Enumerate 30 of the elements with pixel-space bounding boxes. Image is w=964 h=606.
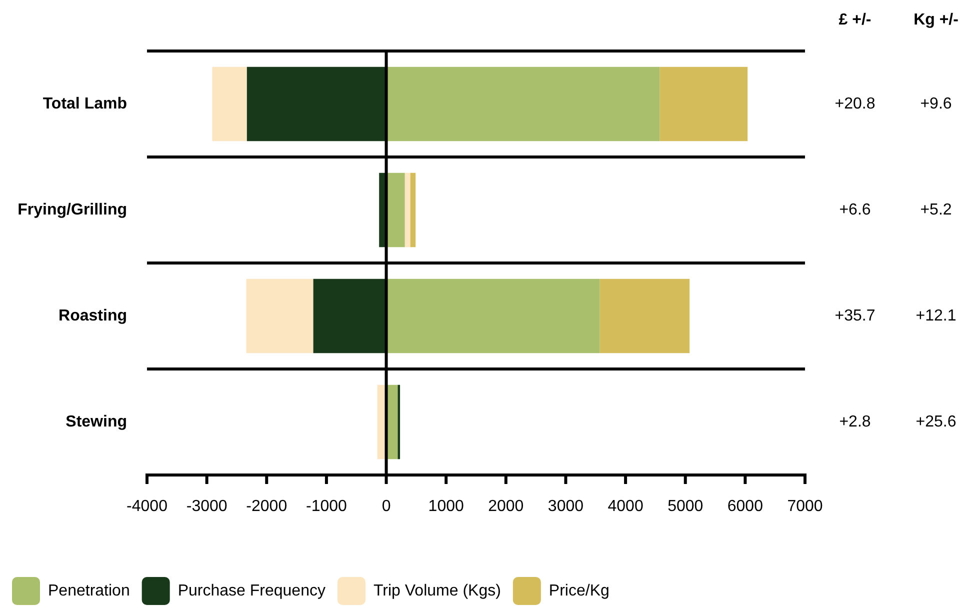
- y-tick-label: Frying/Grilling: [18, 201, 127, 218]
- text: +6.6: [839, 201, 871, 218]
- text: +2.8: [839, 413, 871, 430]
- text: +9.6: [920, 95, 952, 112]
- text: £ +/-: [838, 11, 872, 28]
- x-tick-label: 7000: [787, 498, 823, 516]
- x-tick-label: -2000: [246, 498, 288, 516]
- x-tick-label: -4000: [126, 498, 168, 516]
- y-tick-label: Stewing: [66, 413, 127, 430]
- legend-label: Penetration: [48, 582, 130, 600]
- x-tick-label: 5000: [668, 498, 704, 516]
- x-tick-label: 6000: [727, 498, 764, 516]
- y-tick-label: Total Lamb: [42, 95, 128, 112]
- x-tick-label: 0: [382, 498, 391, 516]
- x-tick-label: -3000: [186, 498, 228, 516]
- x-tick-label: 2000: [488, 498, 524, 516]
- text: +35.7: [834, 307, 876, 324]
- y-tick-label: Roasting: [58, 307, 127, 324]
- text: Kg +/-: [914, 11, 958, 28]
- text: +12.1: [916, 307, 956, 324]
- text: +25.6: [916, 413, 956, 430]
- legend-label: Price/Kg: [548, 582, 610, 600]
- text: +20.8: [834, 95, 876, 112]
- legend-label: Purchase Frequency: [178, 582, 326, 600]
- text: +5.2: [920, 201, 952, 218]
- x-tick-label: 4000: [608, 498, 644, 516]
- x-tick-label: -1000: [306, 498, 348, 516]
- x-tick-label: 1000: [428, 498, 464, 516]
- x-tick-label: 3000: [548, 498, 584, 516]
- legend-label: Trip Volume (Kgs): [373, 582, 501, 600]
